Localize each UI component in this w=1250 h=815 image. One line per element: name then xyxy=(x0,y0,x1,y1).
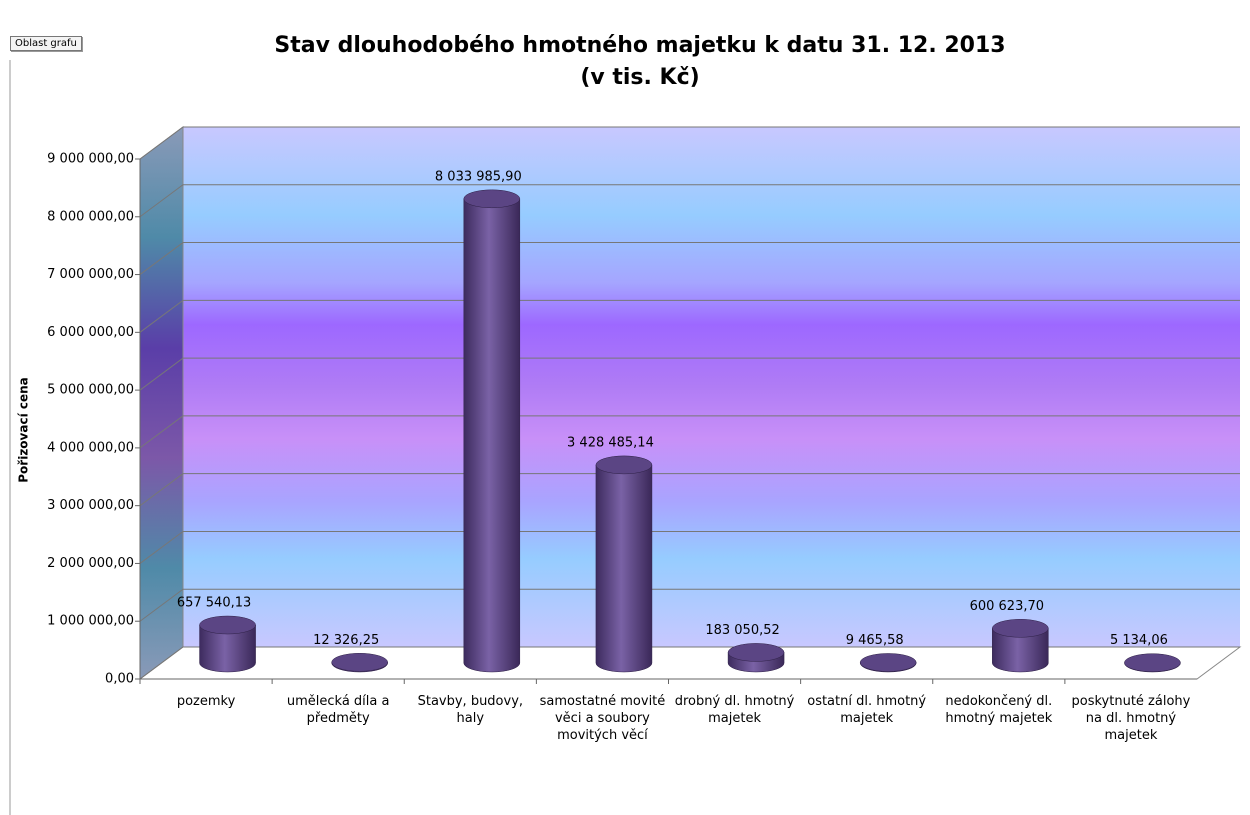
bar xyxy=(595,464,653,673)
value-label: 600 623,70 xyxy=(970,599,1044,614)
value-label: 8 033 985,90 xyxy=(435,169,522,184)
bar-top xyxy=(727,643,785,662)
value-label: 5 134,06 xyxy=(1110,633,1168,648)
grid-line xyxy=(139,415,1240,449)
x-tick-label: umělecká díla a předměty xyxy=(286,694,390,726)
grid-line xyxy=(139,242,1240,275)
x-tick-label: pozemky xyxy=(176,694,236,709)
value-label: 183 050,52 xyxy=(705,623,779,638)
value-label: 3 428 485,14 xyxy=(567,435,654,450)
x-tick-label: ostatní dl. hmotný majetek xyxy=(807,694,927,726)
x-tick-label: nedokončený dl. hmotný majetek xyxy=(945,694,1053,726)
grid-line xyxy=(139,646,1240,680)
y-tick-label: 1 000 000,00 xyxy=(47,614,134,629)
bar-top xyxy=(463,189,521,209)
y-tick-label: 9 000 000,00 xyxy=(47,152,134,167)
y-tick-label: 6 000 000,00 xyxy=(47,325,134,340)
x-tick-label: samostatné movité věci a soubory movitýc… xyxy=(539,694,666,743)
bar xyxy=(992,628,1049,673)
chart-subtitle: (v tis. Kč) xyxy=(580,65,699,90)
bar xyxy=(463,198,521,673)
bar-top xyxy=(859,653,917,672)
x-tick-label: Stavby, budovy, haly xyxy=(417,694,524,726)
bar-top xyxy=(199,615,256,635)
back-wall xyxy=(183,127,1240,647)
bar-top xyxy=(1124,653,1181,672)
value-label: 657 540,13 xyxy=(177,596,251,611)
bar-top xyxy=(331,653,388,672)
bar-top xyxy=(992,619,1049,638)
y-tick-label: 4 000 000,00 xyxy=(47,440,134,455)
y-tick-label: 2 000 000,00 xyxy=(47,556,134,571)
y-tick-label: 8 000 000,00 xyxy=(47,209,134,224)
bar xyxy=(199,624,256,673)
grid-line xyxy=(139,588,1240,622)
bar-top xyxy=(595,455,653,475)
grid-line xyxy=(139,357,1240,391)
x-tick-label: poskytnuté zálohy na dl. hmotný majetek xyxy=(1071,694,1191,743)
grid-line xyxy=(139,184,1240,218)
grid-line xyxy=(139,126,1240,160)
y-tick-label: 0,00 xyxy=(105,672,134,687)
y-tick-label: 3 000 000,00 xyxy=(47,498,134,513)
grid-line xyxy=(139,299,1240,333)
grid-line xyxy=(139,530,1240,564)
grid-line xyxy=(139,473,1240,507)
y-axis-label: Pořizovací cena xyxy=(17,377,31,483)
y-tick-label: 7 000 000,00 xyxy=(47,267,134,282)
value-label: 12 326,25 xyxy=(313,633,379,648)
floor xyxy=(138,646,1242,680)
y-tick-label: 5 000 000,00 xyxy=(47,383,134,398)
chart-title: Stav dlouhodobého hmotného majetku k dat… xyxy=(274,33,1005,58)
x-tick-label: drobný dl. hmotný majetek xyxy=(674,694,795,726)
chart-area-button[interactable]: Oblast grafu xyxy=(10,36,82,51)
value-label: 9 465,58 xyxy=(846,633,904,648)
